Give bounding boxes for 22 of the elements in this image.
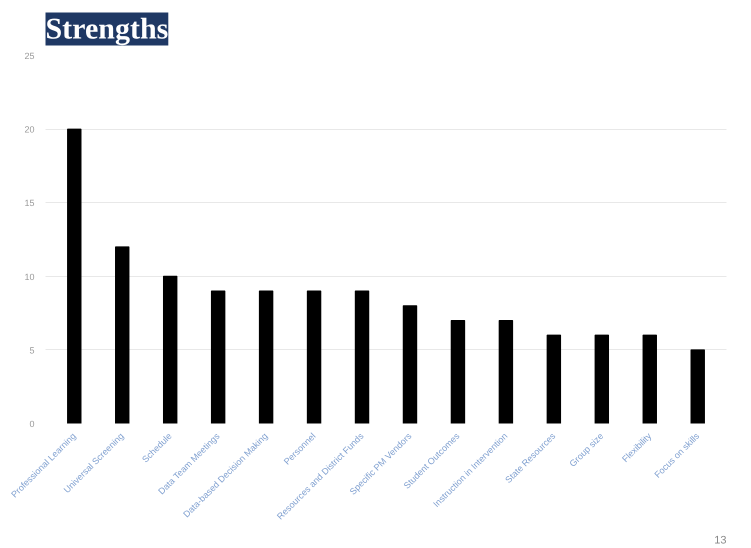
- y-tick-label: 10: [24, 272, 35, 282]
- bar: [594, 334, 610, 424]
- bar: [498, 320, 514, 424]
- bar: [258, 290, 274, 424]
- bar: [210, 290, 226, 424]
- bar: [642, 334, 657, 424]
- y-tick-label: 0: [29, 419, 35, 429]
- chart-title: Strengths: [46, 12, 168, 46]
- bar: [546, 334, 562, 424]
- bar: [115, 246, 130, 424]
- y-tick-label: 25: [24, 51, 35, 61]
- y-tick-label: 20: [24, 124, 35, 135]
- bar: [450, 320, 466, 424]
- y-tick-label: 15: [24, 198, 35, 208]
- bar: [402, 305, 418, 424]
- bar: [67, 128, 82, 424]
- bar: [306, 290, 322, 424]
- bar: [690, 349, 705, 424]
- bar: [354, 290, 370, 424]
- text: 13: [714, 534, 727, 546]
- bar: [162, 276, 178, 424]
- y-tick-label: 5: [29, 345, 35, 356]
